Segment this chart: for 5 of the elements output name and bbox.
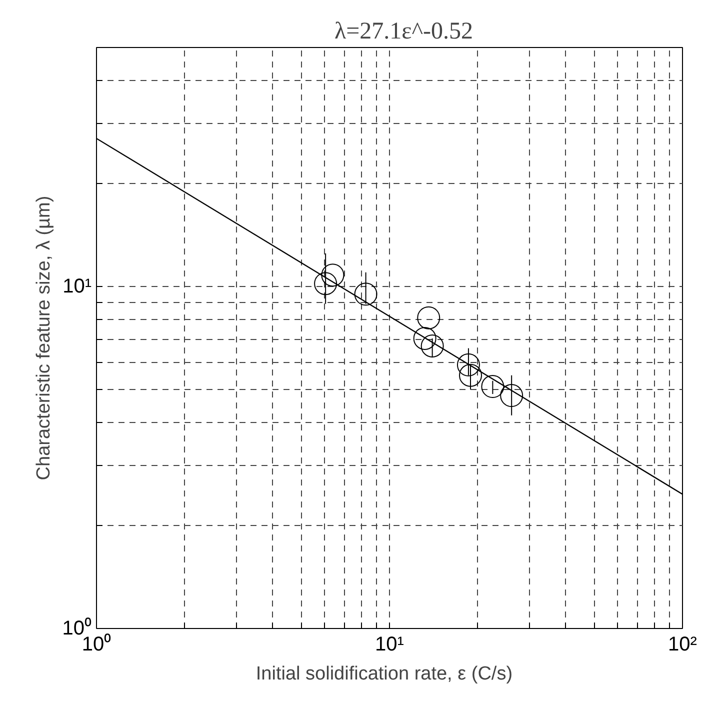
chart-title: λ=27.1ε^-0.52 — [334, 18, 474, 44]
y-axis-title: Characteristic feature size, λ (µm) — [33, 196, 54, 480]
x-tick-label: 10¹ — [375, 634, 404, 656]
x-axis-title: Initial solidification rate, ε (C/s) — [256, 664, 513, 684]
x-tick-label: 10² — [668, 634, 698, 656]
